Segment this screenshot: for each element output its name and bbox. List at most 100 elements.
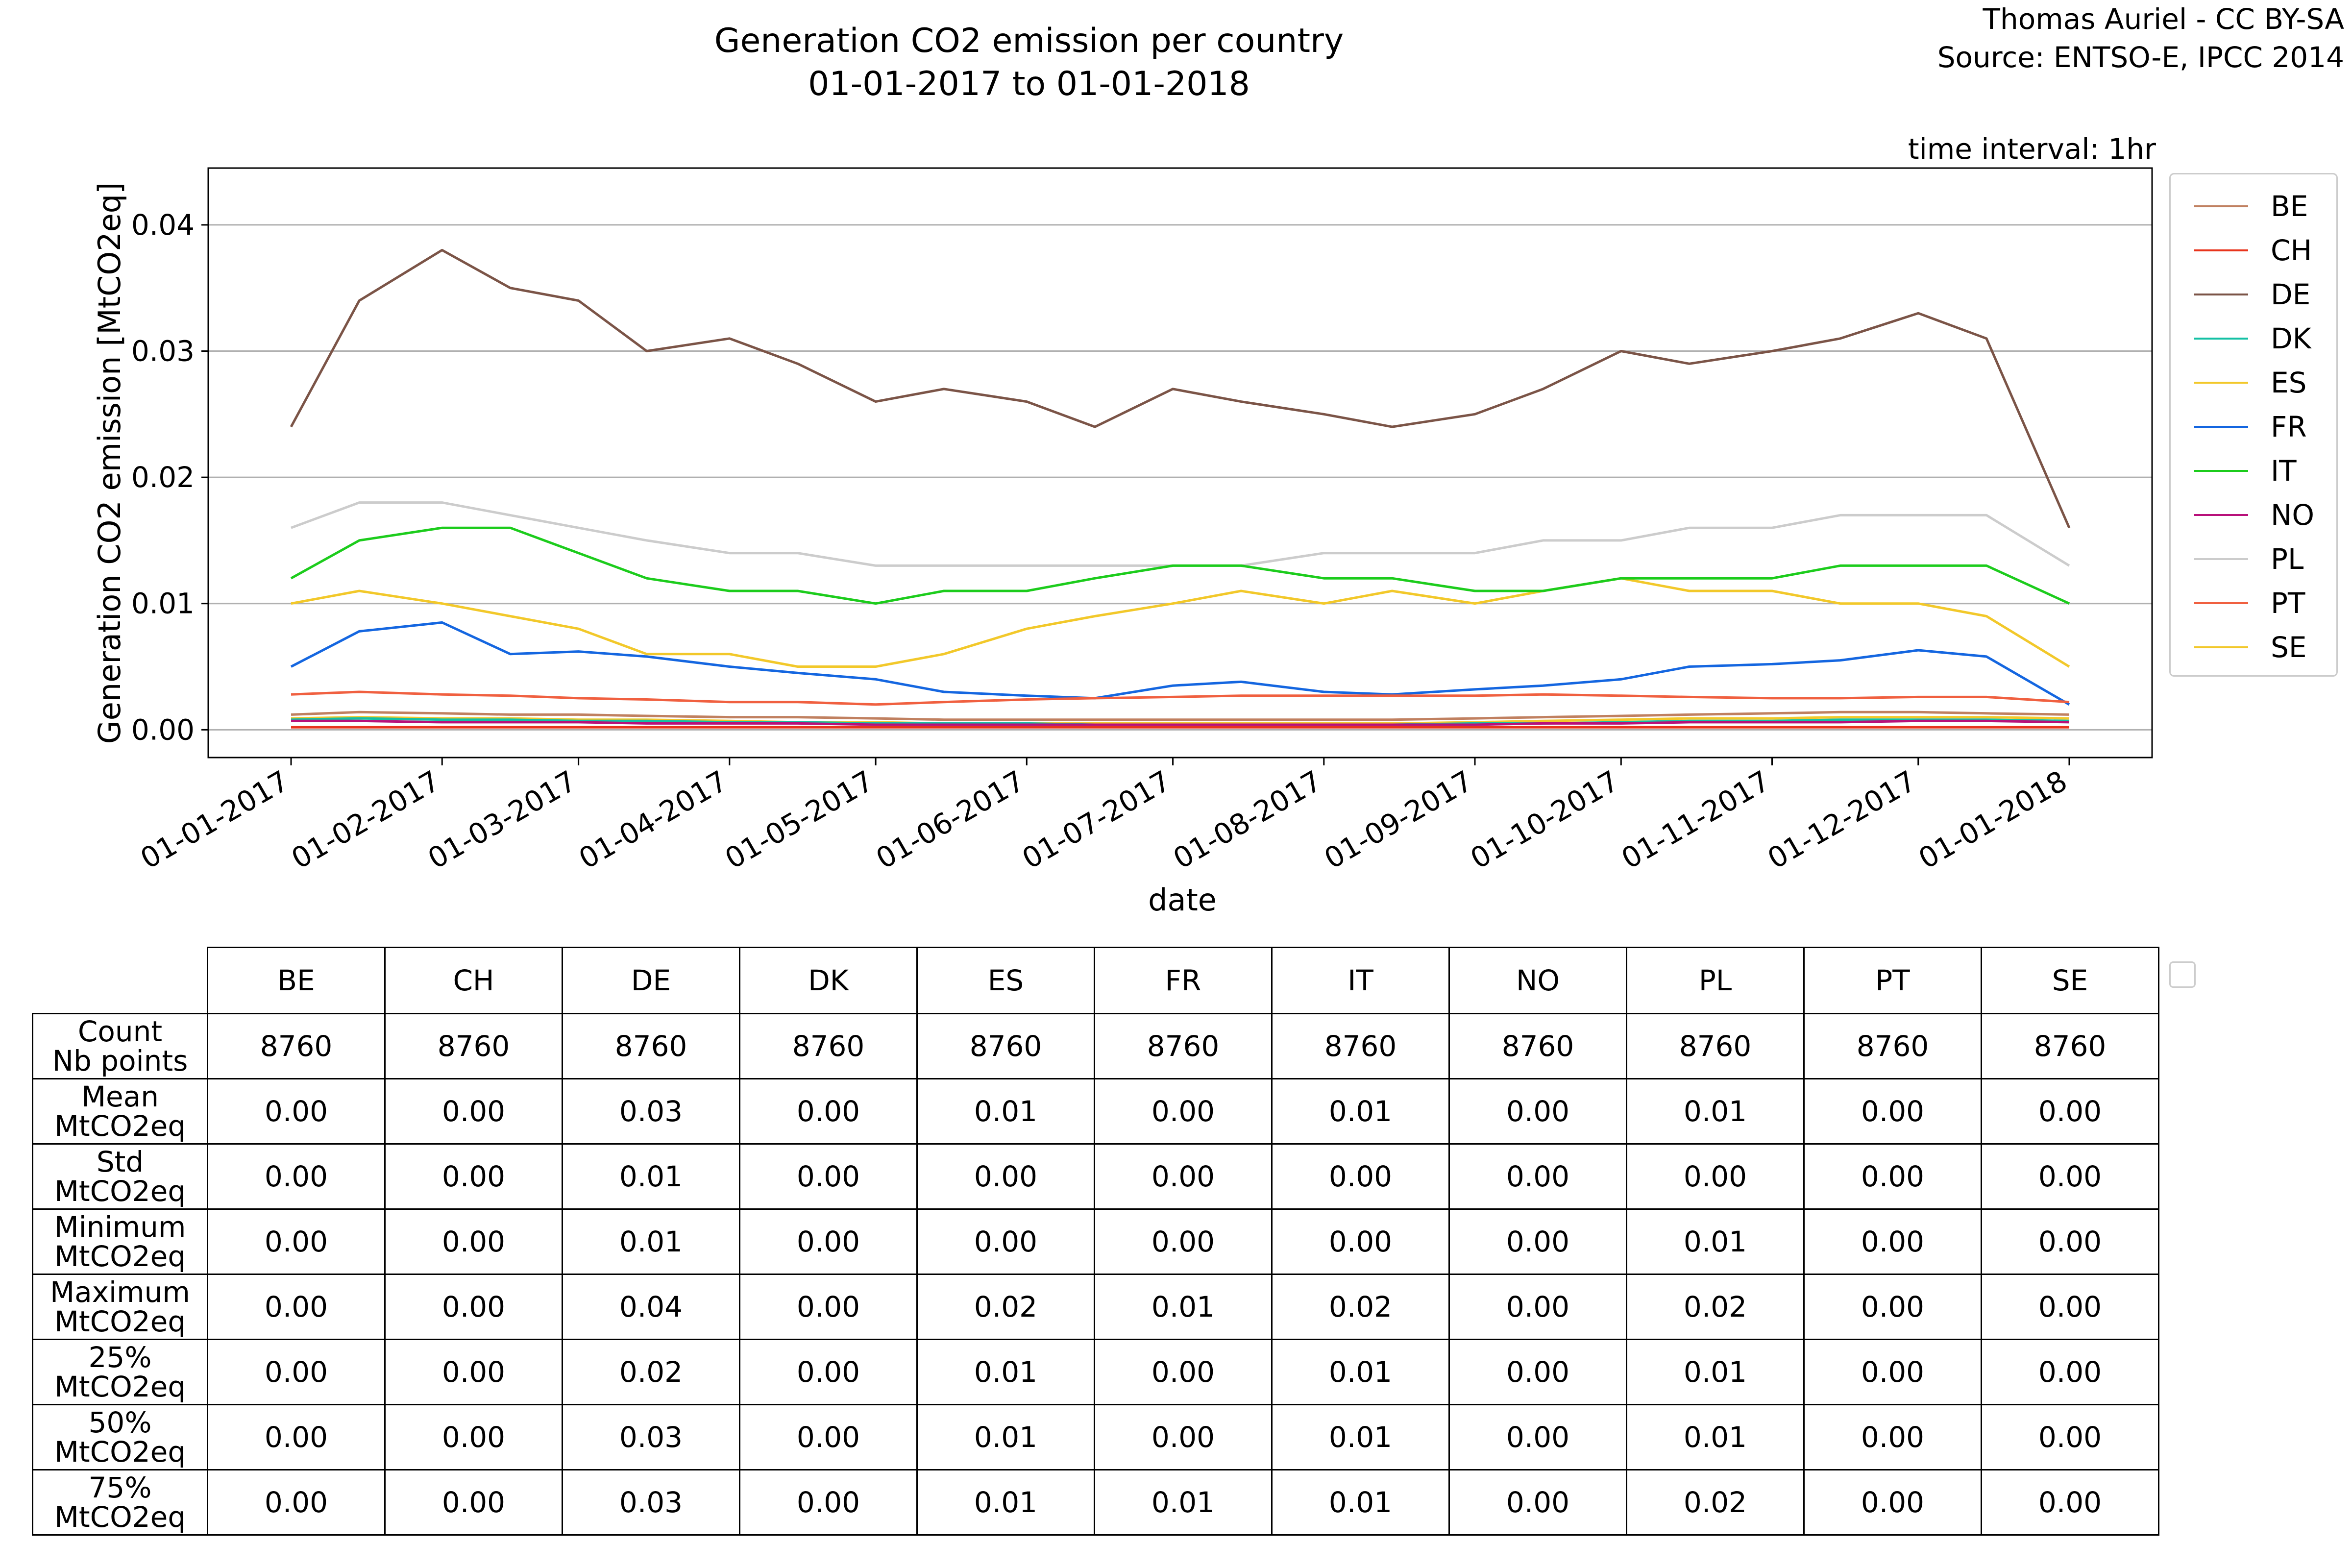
- table-cell: 0.01: [916, 1469, 1095, 1536]
- x-tick-label: 01-04-2017: [573, 764, 733, 875]
- legend-swatch: [2194, 249, 2248, 251]
- legend-item-es: ES: [2182, 368, 2329, 398]
- table-cell: 0.00: [207, 1208, 386, 1275]
- credit-author: Thomas Auriel - CC BY-SA: [1983, 2, 2344, 36]
- table-cell: 0.01: [1094, 1469, 1273, 1536]
- table-cell: 0.01: [1094, 1274, 1273, 1340]
- table-cell: 0.00: [739, 1339, 918, 1405]
- table-row: 50% MtCO2eq 0.00 0.00 0.03 0.00 0.01 0.00 0.01 0.…: [32, 1404, 2159, 1470]
- x-axis-label: date: [1148, 882, 1217, 918]
- x-tick-label: 01-09-2017: [1319, 764, 1478, 875]
- table-cell: 0.01: [1626, 1078, 1805, 1145]
- table-header-row: BE CH DE DK ES FR IT NO PL PT SE: [32, 947, 2159, 1014]
- table-cell: 0.00: [1803, 1208, 1982, 1275]
- y-axis-label: Generation CO2 emission [MtCO2eq]: [92, 182, 127, 744]
- table-cell: 8760: [916, 1013, 1095, 1079]
- row-header: 50% MtCO2eq: [32, 1404, 208, 1470]
- table-cell: 0.00: [1803, 1469, 1982, 1536]
- table-cell: 0.01: [916, 1078, 1095, 1145]
- table-row: 25% MtCO2eq 0.00 0.00 0.02 0.00 0.01 0.00 0.01 0.…: [32, 1339, 2159, 1405]
- plot-frame: [207, 167, 2153, 759]
- table-cell: 8760: [384, 1013, 563, 1079]
- table-cell: 8760: [562, 1013, 740, 1079]
- table-cell: 0.02: [1271, 1274, 1450, 1340]
- table-cell: 0.01: [1271, 1469, 1450, 1536]
- table-row: 75% MtCO2eq 0.00 0.00 0.03 0.00 0.01 0.01 0.01 0.…: [32, 1469, 2159, 1536]
- y-tick-label: 0.00: [131, 713, 195, 746]
- table-cell: 0.03: [562, 1469, 740, 1536]
- table-cell: 0.00: [207, 1404, 386, 1470]
- x-tick-label: 01-07-2017: [1017, 764, 1176, 875]
- y-tick-label: 0.02: [131, 461, 195, 494]
- table-cell: 0.02: [1626, 1274, 1805, 1340]
- table-cell: 8760: [1626, 1013, 1805, 1079]
- legend-swatch: [2194, 382, 2248, 384]
- grid-lines: [208, 224, 2152, 731]
- legend-swatch: [2194, 338, 2248, 340]
- line-chart: 0.00 0.01 0.02 0.03 0.04 01-01-201701-02-201…: [92, 167, 2153, 918]
- table-cell: 0.00: [1448, 1339, 1627, 1405]
- column-header: BE: [207, 947, 386, 1014]
- table-cell: 8760: [1803, 1013, 1982, 1079]
- series-line-fr: [290, 621, 2070, 706]
- x-tick-label: 01-06-2017: [870, 764, 1030, 875]
- legend: BE CH DE DK ES FR IT NO PL PT SE: [2169, 173, 2338, 677]
- credit: Thomas Auriel - CC BY-SA Source: ENTSO-E…: [1937, 0, 2344, 76]
- legend-item-se: SE: [2182, 632, 2329, 662]
- table-row: Mean MtCO2eq 0.00 0.00 0.03 0.00 0.01 0.00 0.01 0…: [32, 1078, 2159, 1145]
- empty-legend-box: [2169, 961, 2196, 988]
- table-cell: 0.00: [1448, 1208, 1627, 1275]
- legend-item-no: NO: [2182, 500, 2329, 530]
- legend-item-ch: CH: [2182, 234, 2329, 267]
- chart-title: Generation CO2 emission per country 01-0…: [637, 20, 1421, 106]
- x-axis-ticks: 01-01-201701-02-201701-03-201701-04-2017…: [135, 758, 2073, 876]
- table-cell: 0.00: [1271, 1208, 1450, 1275]
- table-cell: 0.02: [1626, 1469, 1805, 1536]
- legend-swatch: [2194, 602, 2248, 604]
- column-header: FR: [1094, 947, 1273, 1014]
- table-cell: 0.00: [1803, 1143, 1982, 1210]
- row-header: Std MtCO2eq: [32, 1143, 208, 1210]
- table-corner: [32, 947, 208, 1014]
- credit-source: Source: ENTSO-E, IPCC 2014: [1937, 41, 2344, 74]
- table-cell: 0.00: [1448, 1274, 1627, 1340]
- legend-label: IT: [2271, 454, 2297, 488]
- legend-swatch: [2194, 646, 2248, 648]
- table-cell: 0.00: [384, 1339, 563, 1405]
- table-cell: 0.00: [1094, 1078, 1273, 1145]
- table-cell: 0.00: [1626, 1143, 1805, 1210]
- table-cell: 8760: [1448, 1013, 1627, 1079]
- legend-swatch: [2194, 558, 2248, 560]
- table-cell: 0.00: [207, 1274, 386, 1340]
- table-cell: 0.03: [562, 1078, 740, 1145]
- table-row: Count Nb points 8760 8760 8760 8760 8760 8760 87…: [32, 1013, 2159, 1079]
- table-cell: 0.04: [562, 1274, 740, 1340]
- table-cell: 0.00: [1981, 1143, 2159, 1210]
- table-cell: 0.01: [562, 1208, 740, 1275]
- chart-title-line1: Generation CO2 emission per country: [714, 22, 1344, 60]
- table-cell: 0.01: [916, 1404, 1095, 1470]
- table-cell: 0.00: [739, 1274, 918, 1340]
- legend-swatch: [2194, 294, 2248, 295]
- table-cell: 0.00: [1981, 1208, 2159, 1275]
- table-cell: 0.00: [1094, 1208, 1273, 1275]
- table-cell: 0.01: [916, 1339, 1095, 1405]
- legend-item-it: IT: [2182, 454, 2329, 488]
- table-cell: 0.01: [1626, 1339, 1805, 1405]
- legend-label: CH: [2271, 234, 2312, 267]
- legend-label: FR: [2271, 410, 2307, 443]
- table-cell: 8760: [1271, 1013, 1450, 1079]
- y-tick-label: 0.03: [131, 335, 195, 368]
- table-cell: 0.00: [916, 1143, 1095, 1210]
- table-cell: 0.02: [562, 1339, 740, 1405]
- legend-item-de: DE: [2182, 279, 2329, 310]
- table-cell: 0.00: [1803, 1404, 1982, 1470]
- row-header: Mean MtCO2eq: [32, 1078, 208, 1145]
- column-header: PT: [1803, 947, 1982, 1014]
- series-line-pl: [291, 501, 2070, 567]
- x-tick-label: 01-02-2017: [286, 764, 445, 875]
- column-header: DK: [739, 947, 918, 1014]
- table-cell: 0.01: [1271, 1404, 1450, 1470]
- table-cell: 8760: [1094, 1013, 1273, 1079]
- table-cell: 0.00: [384, 1274, 563, 1340]
